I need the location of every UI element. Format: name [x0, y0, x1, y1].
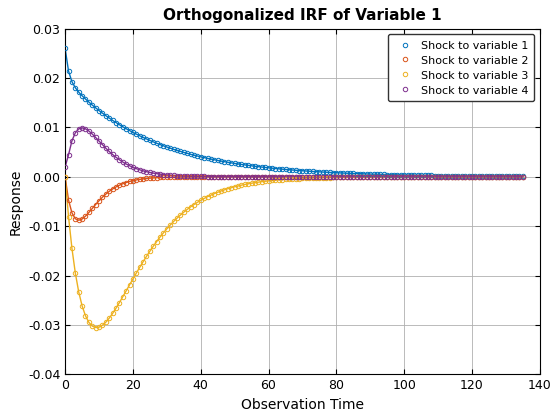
Shock to variable 1 [492, 173, 499, 178]
Shock to variable 3 [496, 174, 502, 179]
Shock to variable 4 [438, 174, 445, 179]
Shock to variable 4 [241, 174, 248, 179]
Shock to variable 2 [441, 174, 448, 179]
Shock to variable 3 [62, 174, 68, 179]
Line: Shock to variable 2: Shock to variable 2 [63, 175, 525, 223]
Shock to variable 2 [119, 181, 126, 186]
Shock to variable 2 [520, 174, 526, 179]
Shock to variable 1 [431, 173, 438, 178]
Title: Orthogonalized IRF of Variable 1: Orthogonalized IRF of Variable 1 [163, 8, 442, 24]
Shock to variable 1 [238, 162, 245, 167]
Line: Shock to variable 3: Shock to variable 3 [63, 175, 525, 330]
Shock to variable 3 [92, 325, 99, 330]
Shock to variable 1 [435, 173, 441, 178]
Shock to variable 4 [79, 125, 86, 130]
Shock to variable 4 [119, 160, 126, 165]
Shock to variable 2 [241, 174, 248, 179]
Shock to variable 3 [241, 182, 248, 187]
Y-axis label: Response: Response [8, 168, 22, 235]
Legend: Shock to variable 1, Shock to variable 2, Shock to variable 3, Shock to variable: Shock to variable 1, Shock to variable 2… [388, 34, 534, 101]
Shock to variable 1 [438, 173, 445, 178]
Shock to variable 1 [62, 46, 68, 51]
Shock to variable 3 [119, 294, 126, 299]
Shock to variable 4 [441, 174, 448, 179]
Shock to variable 1 [116, 122, 123, 127]
Shock to variable 3 [438, 174, 445, 179]
Shock to variable 2 [496, 174, 502, 179]
Shock to variable 4 [496, 174, 502, 179]
Shock to variable 4 [435, 174, 441, 179]
Shock to variable 2 [62, 174, 68, 179]
X-axis label: Observation Time: Observation Time [241, 398, 364, 412]
Shock to variable 4 [62, 164, 68, 169]
Shock to variable 2 [438, 174, 445, 179]
Shock to variable 1 [520, 174, 526, 179]
Shock to variable 2 [76, 218, 82, 223]
Line: Shock to variable 1: Shock to variable 1 [63, 46, 525, 178]
Shock to variable 3 [435, 174, 441, 179]
Shock to variable 3 [441, 174, 448, 179]
Shock to variable 3 [520, 174, 526, 179]
Line: Shock to variable 4: Shock to variable 4 [63, 126, 525, 179]
Shock to variable 4 [520, 174, 526, 179]
Shock to variable 2 [435, 174, 441, 179]
